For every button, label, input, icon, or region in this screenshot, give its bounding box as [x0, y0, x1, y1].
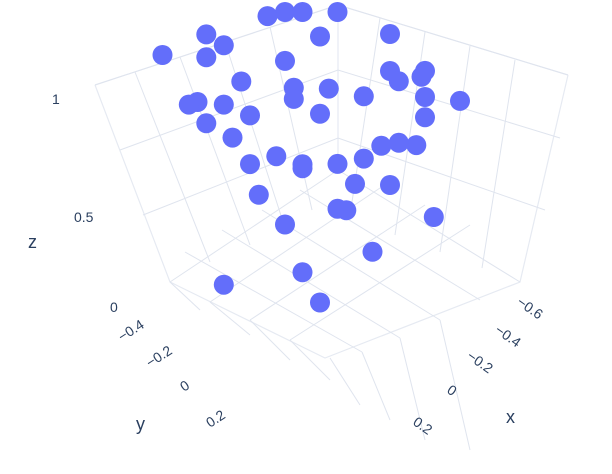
scatter-point: [213, 35, 234, 56]
scatter-points: [152, 2, 470, 313]
x-tick: −0.6: [514, 293, 546, 322]
y-tick: 0: [177, 377, 192, 395]
scatter-point: [275, 214, 295, 235]
y-tick: −0.4: [115, 316, 147, 345]
scatter-point: [213, 94, 234, 115]
scatter-point: [415, 107, 435, 128]
scatter-point: [196, 47, 217, 68]
scatter-point: [196, 113, 217, 134]
scatter-point: [327, 198, 348, 219]
x-tick: −0.4: [492, 321, 524, 350]
scatter-point: [423, 207, 444, 227]
scatter-point: [196, 24, 217, 45]
scatter-point: [327, 153, 348, 174]
scatter-point: [152, 45, 173, 65]
scatter-point: [275, 2, 295, 22]
scatter-point: [178, 94, 199, 115]
scatter-point: [380, 24, 400, 44]
z-tick: 1: [52, 91, 60, 107]
scatter-point: [310, 292, 330, 313]
scatter-point: [292, 262, 313, 283]
scatter-point: [292, 154, 313, 175]
scatter-point: [362, 241, 383, 262]
scatter-point: [240, 105, 260, 126]
y-axis: −0.4 −0.2 0 0.2 y: [115, 316, 228, 434]
scatter-point: [257, 6, 278, 27]
scene-grid: [94, 4, 569, 451]
scatter-point: [353, 148, 374, 169]
scatter-point: [345, 173, 365, 194]
y-tick: 0.2: [203, 406, 228, 430]
z-tick: 0: [110, 299, 118, 315]
scatter-point: [415, 87, 435, 107]
y-axis-title: y: [136, 414, 145, 434]
scatter-point: [380, 175, 400, 195]
scatter-point: [450, 90, 470, 111]
x-axis: −0.6 −0.4 −0.2 0 0.2 x: [410, 293, 546, 437]
x-tick: 0.2: [410, 413, 435, 437]
z-axis-title: z: [28, 232, 37, 252]
scatter-point: [283, 88, 304, 109]
scatter-point: [318, 78, 339, 99]
scatter-point: [231, 71, 252, 92]
scatter-point: [275, 50, 295, 71]
scatter-point: [310, 26, 330, 47]
z-tick: 0.5: [74, 209, 94, 225]
scatter-point: [266, 146, 287, 167]
scatter-point: [353, 86, 374, 107]
y-tick: −0.2: [143, 342, 175, 371]
scatter-point: [406, 135, 427, 156]
scatter-point: [213, 274, 234, 295]
scatter-point: [222, 127, 243, 148]
x-tick: −0.2: [464, 347, 496, 376]
z-axis: 1 0.5 0 z: [28, 91, 118, 315]
scatter-point: [371, 135, 392, 156]
scatter-point: [388, 132, 409, 153]
scatter-point: [240, 154, 260, 175]
scatter-point: [310, 103, 330, 124]
scatter-point: [415, 60, 435, 81]
scatter-point: [327, 2, 348, 22]
scatter-point: [388, 71, 409, 92]
x-axis-title: x: [506, 407, 515, 427]
scatter-point: [248, 184, 269, 205]
scatter-point: [292, 2, 313, 22]
